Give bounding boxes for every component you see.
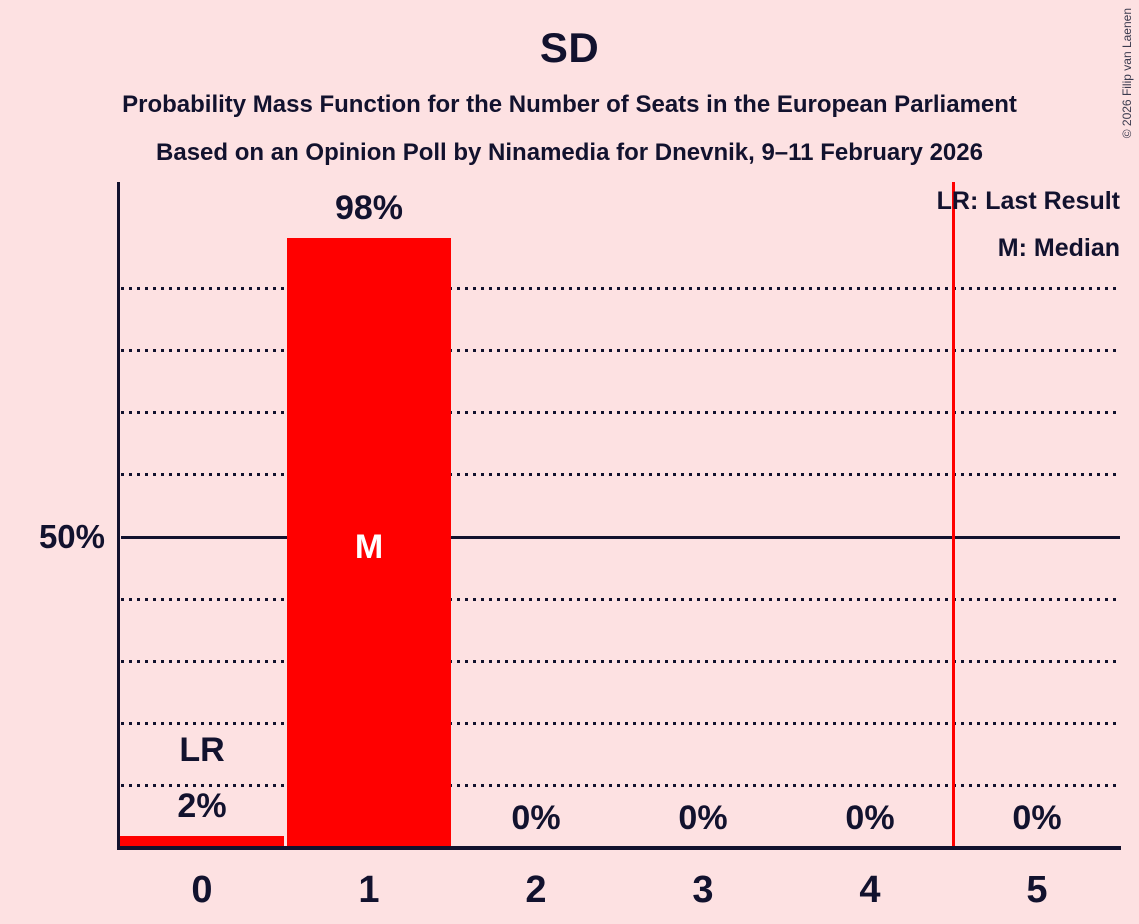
chart-source-line: Based on an Opinion Poll by Ninamedia fo… <box>156 139 983 166</box>
x-tick-label-1: 1 <box>358 869 380 911</box>
gridline-30pct <box>121 660 1120 663</box>
copyright-text: © 2026 Filip van Laenen <box>1120 8 1134 139</box>
last-result-annotation: LR <box>179 731 225 769</box>
y-axis-50pct-label: 50% <box>38 518 105 555</box>
gridline-50pct <box>121 536 1120 539</box>
x-tick-label-4: 4 <box>859 869 881 911</box>
bar-value-label: 0% <box>845 799 895 837</box>
median-annotation: M <box>354 528 384 566</box>
y-axis-line <box>117 182 120 850</box>
bar-value-label: 0% <box>511 799 561 837</box>
x-tick-label-5: 5 <box>1026 869 1048 911</box>
chart-title: SD <box>539 24 600 71</box>
copyright-notice: © 2026 Filip van Laenen <box>1120 8 1136 158</box>
gridline-80pct <box>121 349 1120 352</box>
bar-value-label: 2% <box>177 787 227 825</box>
gridline-40pct <box>121 598 1120 601</box>
legend-last-result: LR: Last Result <box>936 187 1120 215</box>
bar-0-seats <box>120 836 284 848</box>
bar-1-seats <box>287 238 451 848</box>
x-tick-label-2: 2 <box>525 869 547 911</box>
gridline-20pct <box>121 722 1120 725</box>
gridline-90pct <box>121 287 1120 290</box>
bar-value-label: 98% <box>334 189 404 227</box>
bar-value-label: 0% <box>678 799 728 837</box>
last-result-line <box>952 182 955 848</box>
gridline-10pct <box>121 784 1120 787</box>
bar-value-label: 0% <box>1012 799 1062 837</box>
chart-subtitle: Probability Mass Function for the Number… <box>122 91 1017 118</box>
x-tick-label-0: 0 <box>191 869 213 911</box>
gridline-70pct <box>121 411 1120 414</box>
legend-median: M: Median <box>997 234 1120 262</box>
x-axis-line <box>117 846 1121 850</box>
x-tick-label-3: 3 <box>692 869 714 911</box>
gridline-60pct <box>121 473 1120 476</box>
